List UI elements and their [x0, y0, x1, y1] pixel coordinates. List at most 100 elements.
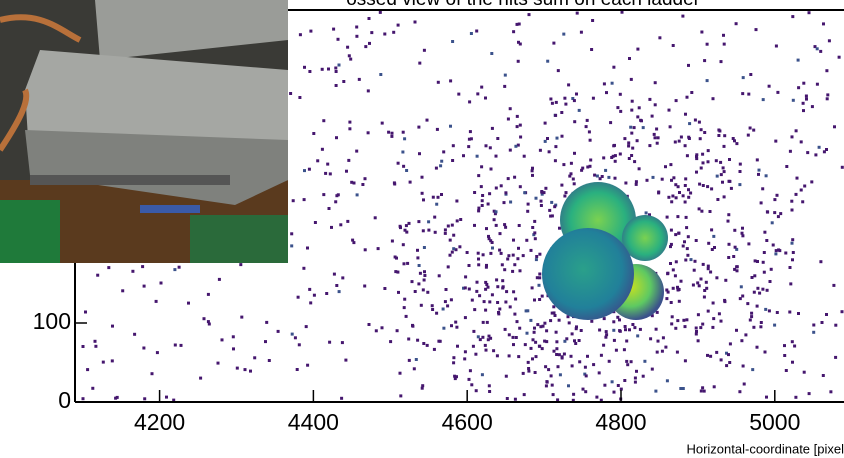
hit [616, 315, 620, 319]
hit [735, 247, 739, 251]
hit [791, 238, 795, 242]
hit [335, 284, 339, 287]
hit [727, 242, 731, 246]
hit [597, 371, 601, 375]
hit [467, 264, 471, 267]
hit [467, 287, 471, 291]
hit [484, 287, 488, 291]
hit [637, 106, 641, 110]
hit [525, 331, 529, 335]
hit [723, 134, 727, 138]
hit [629, 360, 633, 364]
hit [490, 241, 494, 244]
hit [202, 317, 206, 321]
hit [627, 157, 631, 160]
hit [656, 339, 660, 343]
hit [676, 185, 680, 189]
hit [710, 187, 714, 191]
hit [487, 237, 491, 241]
hit [733, 267, 737, 271]
hit [794, 395, 798, 399]
hit [552, 311, 556, 315]
hit [748, 126, 752, 130]
hit [763, 350, 767, 354]
hit [706, 160, 710, 164]
hit [501, 279, 505, 283]
hit [799, 188, 803, 192]
hit [560, 355, 564, 359]
hit [496, 301, 500, 304]
hit [325, 292, 329, 295]
hit [565, 337, 569, 341]
hit [654, 389, 658, 393]
hit [651, 175, 655, 179]
hit [514, 297, 518, 301]
hit [441, 307, 445, 311]
hit [380, 326, 384, 330]
hit [709, 354, 713, 358]
hit [422, 342, 426, 345]
hit [618, 329, 622, 333]
hit [723, 298, 727, 302]
hit [436, 80, 440, 84]
hit [433, 215, 437, 219]
hit [677, 139, 681, 143]
hit [630, 131, 634, 135]
hit [590, 48, 594, 51]
hit [521, 371, 525, 375]
hit [395, 256, 398, 260]
hit [141, 265, 145, 269]
hit [535, 276, 539, 280]
hit [455, 219, 459, 223]
hit [507, 254, 511, 258]
hit [719, 160, 723, 164]
hit [387, 130, 391, 134]
hit [563, 194, 567, 198]
hit [495, 278, 499, 282]
hit [422, 48, 426, 52]
hit [404, 314, 408, 318]
hit [812, 323, 816, 327]
hit [785, 165, 789, 168]
hit [683, 240, 686, 244]
hit [728, 158, 731, 161]
hit [752, 290, 756, 294]
hit [667, 195, 671, 199]
hit [506, 257, 510, 261]
hit [390, 131, 394, 135]
hit [761, 287, 765, 291]
hit [453, 377, 457, 381]
hit [573, 120, 577, 124]
hit [81, 397, 85, 401]
hit [627, 141, 631, 145]
hit [773, 323, 777, 327]
hit [670, 178, 673, 182]
hit [165, 395, 168, 399]
hit [752, 325, 756, 329]
hit [763, 230, 767, 234]
hit [519, 135, 523, 139]
hit [703, 59, 707, 63]
hit [462, 286, 465, 290]
hit [722, 144, 726, 148]
hit [422, 278, 426, 282]
hit [312, 132, 316, 135]
hit [653, 103, 657, 107]
hit [179, 343, 183, 347]
hit [355, 149, 359, 153]
hit [423, 270, 426, 274]
hit [648, 97, 652, 101]
hit [719, 319, 723, 323]
hit [507, 333, 511, 337]
hit [516, 257, 520, 261]
hit [468, 100, 472, 104]
hit [503, 73, 507, 77]
hit [494, 186, 498, 190]
hit [484, 308, 488, 312]
hit [677, 231, 681, 235]
hit [603, 383, 607, 387]
hit [788, 310, 792, 314]
hit [534, 340, 538, 344]
hit [94, 344, 98, 348]
hit [560, 183, 564, 187]
